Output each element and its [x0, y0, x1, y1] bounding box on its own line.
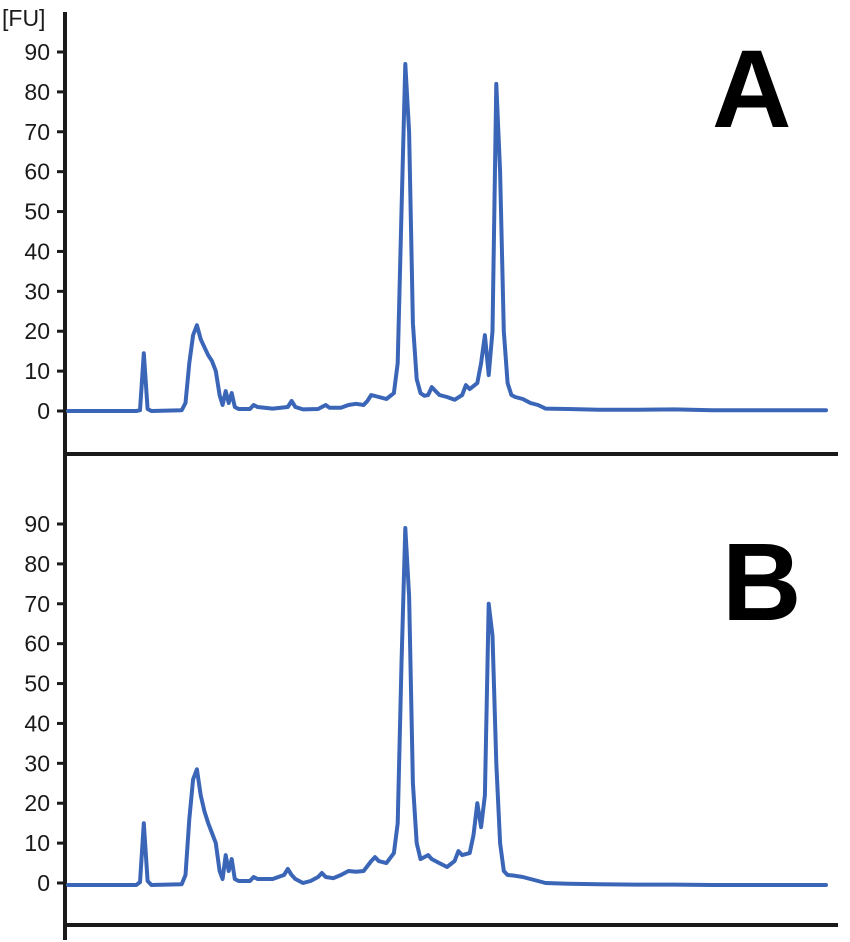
panel-a-y-tick-label: 0 — [37, 398, 50, 424]
panel-b-y-tick-label: 60 — [24, 631, 50, 657]
y-axis-unit-label: [FU] — [2, 5, 45, 31]
panel-b-y-tick-label: 90 — [24, 511, 50, 537]
panel-b-y-tick-label: 80 — [24, 551, 50, 577]
panel-b-y-tick-label: 20 — [24, 790, 50, 816]
panel-b-y-tick-label: 40 — [24, 710, 50, 736]
panel-b-y-tick-label: 0 — [37, 870, 50, 896]
panel-a-y-tick-label: 70 — [24, 119, 50, 145]
panel-a-y-tick-label: 10 — [24, 358, 50, 384]
panel-b-letter: B — [722, 521, 801, 644]
panel-b-y-tick-label: 50 — [24, 671, 50, 697]
panel-a-y-tick-label: 40 — [24, 238, 50, 264]
panel-a-y-tick-label: 80 — [24, 79, 50, 105]
panel-b-y-tick-label: 70 — [24, 591, 50, 617]
panel-a-y-tick-label: 50 — [24, 199, 50, 225]
panel-a-y-tick-label: 30 — [24, 278, 50, 304]
panel-a-trace — [66, 62, 828, 413]
panel-a-y-tick-label: 60 — [24, 159, 50, 185]
panel-b-y-tick-label: 10 — [24, 830, 50, 856]
panel-b-y-tick-label: 30 — [24, 750, 50, 776]
panel-a-y-tick-label: 20 — [24, 318, 50, 344]
panel-a-y-ticks: 0 10 20 30 40 50 60 70 80 90 — [24, 39, 65, 424]
panel-b-trace — [66, 526, 828, 887]
panel-a-letter: A — [712, 28, 791, 151]
panel-b-y-ticks: 0 10 20 30 40 50 60 70 80 90 — [24, 511, 65, 896]
panel-a-y-tick-label: 90 — [24, 39, 50, 65]
